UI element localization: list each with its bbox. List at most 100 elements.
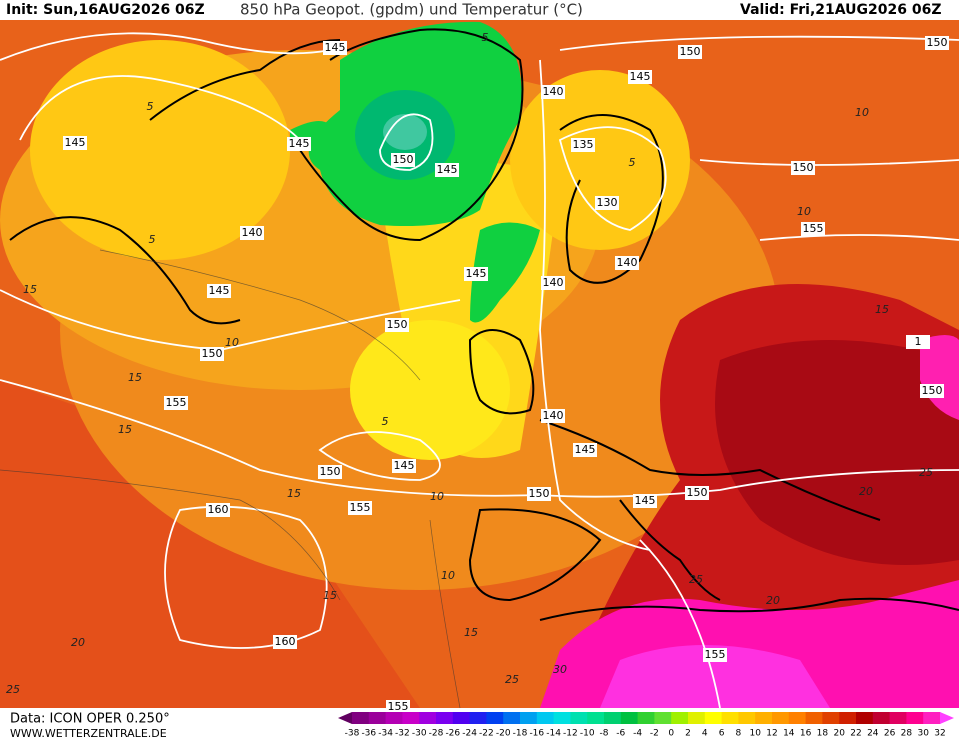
label-box <box>207 284 231 298</box>
label-box <box>527 487 551 501</box>
label-box <box>801 222 825 236</box>
legend-swatch <box>906 712 924 724</box>
init-time: Init: Sun,16AUG2026 06Z <box>6 2 205 18</box>
label-box <box>628 70 652 84</box>
geopotential-label: 155 <box>803 222 824 235</box>
legend-label: 24 <box>867 729 879 739</box>
geopotential-label: 145 <box>635 494 656 507</box>
color-legend: -38 -36 -34 -32 -30 -28 -26 -24 -22 -20 -18 -16 -14-… <box>338 712 954 739</box>
legend-arrow <box>338 712 352 724</box>
temperature-label: 20 <box>859 485 873 498</box>
label-box <box>541 85 565 99</box>
temperature-label: 15 <box>464 626 478 639</box>
temperature-label: 15 <box>118 423 132 436</box>
legend-swatch <box>520 712 538 724</box>
label-box <box>920 384 944 398</box>
legend-label: -2 <box>650 729 659 739</box>
geopotential-label: 145 <box>466 267 487 280</box>
label-box <box>287 137 311 151</box>
legend-swatch <box>570 712 588 724</box>
legend-swatch <box>419 712 437 724</box>
label-box <box>595 196 619 210</box>
legend-swatch <box>772 712 790 724</box>
label-box <box>541 276 565 290</box>
legend-swatch <box>587 712 605 724</box>
legend-label: -30 <box>412 729 427 739</box>
temperature-label: 25 <box>6 683 20 696</box>
legend-label: -20 <box>496 729 511 739</box>
legend-swatch <box>738 712 756 724</box>
geopotential-label: 150 <box>529 487 550 500</box>
legend-swatch <box>923 712 941 724</box>
temperature-label: 15 <box>875 303 889 316</box>
legend-label: 32 <box>934 729 945 739</box>
legend-label: -8 <box>600 729 609 739</box>
label-box <box>571 138 595 152</box>
geopotential-label: 155 <box>705 648 726 661</box>
legend-label: -26 <box>445 729 460 739</box>
geopotential-label: 140 <box>242 226 263 239</box>
label-box <box>633 494 657 508</box>
geopotential-label: 150 <box>393 153 414 166</box>
legend-swatch <box>822 712 840 724</box>
legend-label: 30 <box>917 729 929 739</box>
legend-swatch <box>839 712 857 724</box>
legend-swatch <box>788 712 807 724</box>
geopotential-label: 145 <box>630 70 651 83</box>
legend-label: 22 <box>850 729 861 739</box>
geopotential-label: 140 <box>543 85 564 98</box>
legend-label: 28 <box>901 729 913 739</box>
label-box <box>386 700 410 714</box>
geopotential-label: 150 <box>387 318 408 331</box>
geopotential-label: 150 <box>793 161 814 174</box>
temperature-label: 15 <box>287 487 301 500</box>
legend-swatch <box>553 712 571 724</box>
geopotential-label: 145 <box>575 443 596 456</box>
legend-swatch <box>856 712 874 724</box>
label-box <box>925 36 949 50</box>
temperature-label: 10 <box>225 336 239 349</box>
temperature-label: 10 <box>430 490 444 503</box>
legend-label: 20 <box>833 729 845 739</box>
legend-label: -14 <box>546 729 561 739</box>
label-box <box>615 256 639 270</box>
label-box <box>391 153 415 167</box>
legend-label: 26 <box>884 729 896 739</box>
geopotential-label: 140 <box>617 256 638 269</box>
legend-label: 16 <box>800 729 812 739</box>
legend-label: -4 <box>633 729 642 739</box>
legend-swatch <box>469 712 487 724</box>
legend-label: -10 <box>580 729 595 739</box>
geopotential-label: 155 <box>350 501 371 514</box>
label-box <box>385 318 409 332</box>
legend-swatch <box>503 712 521 724</box>
geopotential-label: 155 <box>166 396 187 409</box>
label-box <box>348 501 372 515</box>
label-box <box>906 335 930 349</box>
legend-swatch <box>385 712 403 724</box>
label-box <box>273 635 297 649</box>
legend-arrow <box>940 712 954 724</box>
label-box <box>164 396 188 410</box>
legend-label: -36 <box>361 729 376 739</box>
temperature-label: 5 <box>629 156 636 169</box>
temperature-label: 25 <box>689 573 703 586</box>
geopotential-label: 150 <box>680 45 701 58</box>
geopotential-label: 150 <box>927 36 948 49</box>
legend-label: 4 <box>702 729 708 739</box>
temperature-label: 30 <box>553 663 567 676</box>
temperature-label: 25 <box>919 466 933 479</box>
legend-label: 8 <box>736 729 742 739</box>
website: WWW.WETTERZENTRALE.DE <box>10 727 167 740</box>
geopotential-label: 160 <box>275 635 296 648</box>
legend-label: 2 <box>685 729 691 739</box>
geopotential-label: 140 <box>543 409 564 422</box>
legend-label: -34 <box>378 729 393 739</box>
geopotential-label: 135 <box>573 138 594 151</box>
temperature-label: 5 <box>149 233 156 246</box>
legend-label: -24 <box>462 729 477 739</box>
legend-swatch <box>671 712 689 724</box>
legend-label: -16 <box>529 729 544 739</box>
legend-swatch <box>704 712 723 724</box>
